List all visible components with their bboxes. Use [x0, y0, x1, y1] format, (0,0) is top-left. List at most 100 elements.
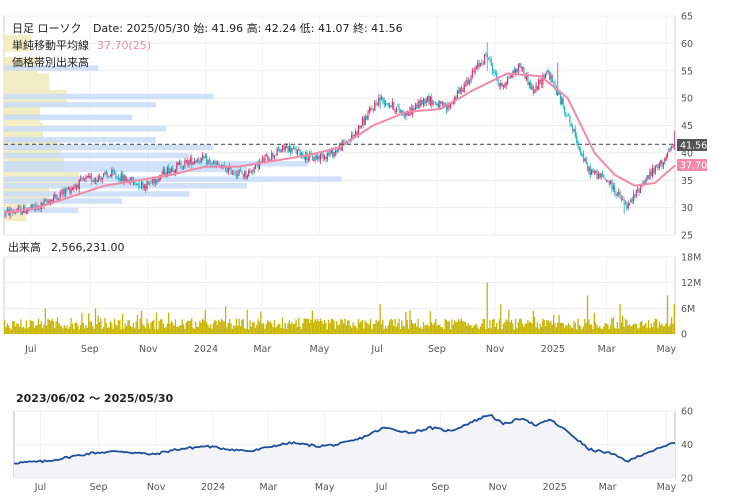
x-axis-tick: May [310, 344, 330, 355]
candle-body [462, 90, 464, 92]
volume-bar [124, 323, 126, 334]
volume-bar [43, 324, 45, 334]
candle-body [187, 159, 189, 166]
volume-bar [551, 324, 553, 334]
candle-body [441, 103, 444, 105]
candle-body [252, 171, 254, 173]
volume-bar [493, 318, 495, 334]
volume-bar [142, 324, 144, 334]
volume-bar [463, 321, 465, 334]
volume-bar [447, 321, 449, 334]
candle-body [235, 174, 238, 177]
volume-bar [173, 325, 175, 334]
volume-bar [475, 324, 478, 334]
volume-bar [229, 319, 231, 334]
candle-body [464, 84, 467, 86]
candle-body [192, 162, 194, 165]
candle-body [416, 104, 418, 109]
volume-y-tick: 18M [681, 253, 701, 264]
candle-body [630, 199, 632, 203]
volume-bar [314, 318, 316, 334]
volume-bar [90, 321, 93, 334]
volume-profile-legend: 価格帯別出来高 [12, 55, 89, 69]
volume-bar [93, 328, 95, 334]
candle-body [248, 170, 250, 176]
candle-body [488, 58, 490, 60]
candle-body [122, 173, 124, 181]
volume-bar [456, 322, 459, 334]
volume-bar [258, 321, 261, 334]
volume-bar [192, 327, 194, 334]
candle-body [359, 125, 361, 128]
volume-bar [563, 327, 566, 334]
candle-body [120, 173, 122, 182]
volume-bar [592, 328, 594, 334]
volume-bar [197, 326, 200, 334]
candle-body [258, 161, 261, 170]
volume-bar [224, 306, 227, 334]
candle-body [572, 126, 574, 131]
volume-bar [632, 323, 635, 334]
volume-bar [607, 324, 609, 334]
volume-bar [165, 327, 167, 334]
candle-body [672, 146, 674, 148]
volume-bar [161, 318, 163, 334]
candle-body [193, 161, 196, 163]
volume-bar [474, 324, 476, 334]
volume-bar [543, 319, 545, 334]
volume-bar [204, 309, 206, 334]
candle-body [459, 87, 461, 94]
volume-bar [627, 325, 629, 334]
volume-bar [67, 328, 69, 334]
volume-bar [599, 325, 601, 334]
volume-bar [641, 320, 643, 334]
volume-bar [634, 323, 636, 334]
candle-body [344, 141, 346, 143]
candle-body [149, 182, 151, 184]
volume-bar [512, 323, 514, 334]
candle-body [96, 180, 98, 182]
candle-body [197, 160, 200, 162]
volume-bar [60, 326, 63, 334]
volume-bar [346, 320, 349, 334]
candle-body [249, 170, 251, 172]
overview-x-axis-tick: Nov [147, 482, 166, 493]
volume-bar [417, 318, 419, 334]
price-y-tick: 30 [681, 203, 693, 214]
volume-bar [193, 328, 196, 334]
volume-bar [665, 322, 667, 334]
candle-body [502, 85, 505, 88]
volume-bar [21, 327, 23, 334]
volume-bar [569, 324, 571, 334]
volume-bar [86, 327, 88, 334]
last-price-value: 41.56 [680, 141, 707, 152]
volume-bar [384, 325, 387, 334]
volume-profile-bar [4, 161, 308, 167]
volume-bar [470, 325, 472, 334]
candle-body [281, 145, 284, 151]
volume-bar [521, 323, 524, 334]
volume-bar [119, 320, 121, 334]
candle-body [296, 149, 299, 155]
candle-body [546, 71, 548, 74]
candle-body [66, 189, 68, 191]
volume-bar [249, 320, 251, 334]
candle-body [262, 159, 265, 162]
candle-body [185, 160, 187, 162]
volume-bar [562, 323, 564, 334]
candle-body [51, 200, 53, 202]
candle-body [586, 164, 589, 172]
volume-bar [172, 322, 174, 334]
volume-bar [329, 323, 331, 334]
candle-body [463, 84, 465, 92]
volume-bar [69, 326, 71, 334]
volume-bar [261, 323, 263, 334]
candle-body [443, 102, 445, 109]
ma-last-tag: 37.70 [677, 159, 707, 172]
candle-body [295, 147, 297, 154]
volume-bar [473, 326, 475, 334]
volume-bar [467, 323, 469, 334]
candle-body [142, 182, 144, 189]
volume-panel: 0 6M 12M 18M 出来高 2,566,231.00 [3, 240, 701, 341]
